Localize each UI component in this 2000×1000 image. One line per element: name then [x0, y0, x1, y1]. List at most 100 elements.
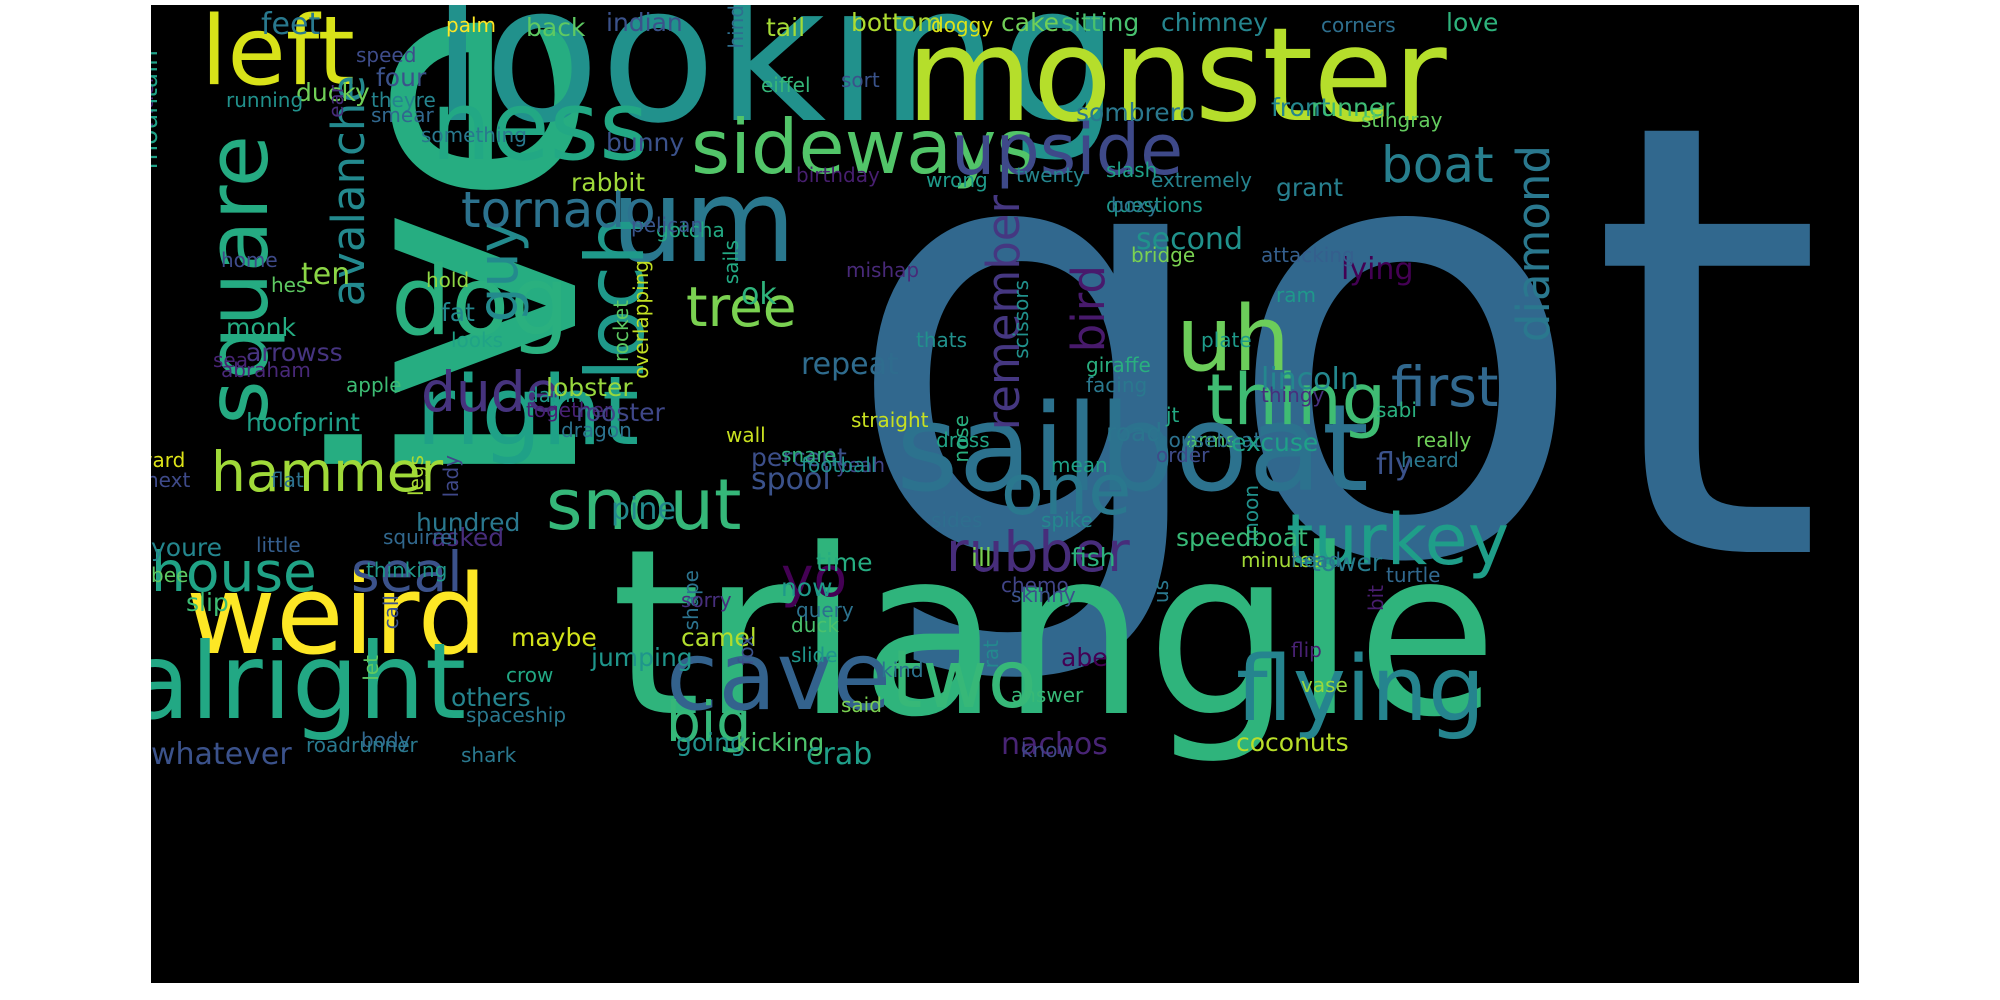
word-squirrel: squirrel	[383, 525, 458, 549]
word-front: front	[1271, 93, 1331, 122]
word-love: love	[1446, 8, 1499, 37]
word-gotcha: gotcha	[656, 218, 725, 242]
word-lobster: lobster	[546, 373, 633, 402]
word-query: query	[796, 598, 854, 622]
word-turkey: turkey	[1286, 499, 1510, 581]
word-legs: legs	[404, 455, 428, 496]
word-hammer: hammer	[211, 440, 444, 504]
word-thingy: thingy	[1261, 383, 1325, 407]
word-facing: facing	[1086, 373, 1148, 397]
word-bunny: bunny	[606, 128, 685, 157]
word-said: said	[841, 693, 882, 717]
word-lying: lying	[1341, 252, 1414, 287]
word-right: right	[416, 357, 640, 467]
word-speed: speed	[356, 43, 417, 67]
word-boxy: boxy	[1111, 193, 1159, 217]
word-spike: spike	[1041, 508, 1093, 532]
word-seal: seal	[351, 540, 463, 604]
word-time: time	[816, 548, 873, 577]
word-thinking: thinking	[366, 558, 448, 582]
word-chimney: chimney	[1161, 8, 1268, 37]
word-flat: flat	[271, 468, 304, 492]
word-dude: dude	[421, 360, 560, 424]
word-house: house	[151, 540, 317, 604]
word-minutes: minutes	[1241, 548, 1322, 572]
word-bridge: bridge	[1131, 243, 1196, 267]
word-ness: ness	[431, 72, 649, 182]
word-looking: looking	[431, 5, 1121, 165]
word-palm: palm	[446, 13, 496, 37]
word-mishap: mishap	[846, 258, 920, 282]
word-call: call	[379, 595, 403, 630]
word-heard: heard	[1401, 448, 1459, 472]
word-rabbit: rabbit	[571, 168, 646, 197]
word-crow: crow	[506, 663, 554, 687]
word-questions: questions	[1106, 193, 1203, 217]
word-fly: fly	[1376, 447, 1413, 482]
word-ear: ear	[324, 85, 348, 118]
word-attacking: attacking	[1261, 243, 1355, 267]
word-hes: hes	[271, 273, 307, 297]
word-one: one	[1001, 449, 1132, 531]
word-theyre: theyre	[371, 88, 436, 112]
word-slip: slip	[186, 588, 229, 617]
word-abraham: abraham	[221, 358, 311, 382]
word-jt: jt	[1166, 403, 1180, 427]
word-straight: straight	[851, 408, 929, 432]
word-sideways: sideways	[691, 103, 1036, 191]
word-ok: ok	[741, 277, 777, 312]
word-second: second	[1136, 222, 1243, 257]
word-sailboat: sailboat	[896, 380, 1369, 519]
word-body: body	[361, 728, 411, 752]
word-sombrero: sombrero	[1076, 98, 1195, 127]
word-back: back	[526, 13, 586, 42]
word-shark: shark	[461, 743, 517, 767]
word-two: two	[891, 633, 1037, 726]
word-plate: plate	[1201, 328, 1252, 352]
word-snout: snout	[546, 464, 742, 546]
word-ram: ram	[1276, 283, 1316, 307]
word-kicking: kicking	[736, 728, 825, 757]
word-runner: runner	[1311, 93, 1395, 122]
word-running: running	[226, 88, 304, 112]
word-sitting: sitting	[1061, 8, 1140, 37]
word-hoofprint: hoofprint	[246, 408, 360, 437]
word-dragon: dragon	[561, 418, 632, 442]
word-roadrunner: roadrunner	[306, 733, 418, 757]
word-maybe: maybe	[511, 623, 597, 652]
word-turtle: turtle	[1386, 563, 1441, 587]
word-speedboat: speedboat	[1176, 523, 1308, 552]
word-sides: sides	[931, 508, 983, 532]
word-hold: hold	[426, 268, 470, 292]
word-ducky: ducky	[296, 78, 370, 107]
word-know: know	[1021, 738, 1074, 762]
word-percent: percent	[751, 443, 847, 472]
word-smear: smear	[371, 103, 434, 127]
word-triangle: triangle	[611, 501, 1498, 768]
word-youre: youre	[151, 533, 223, 562]
word-let: let	[359, 655, 383, 681]
word-dress: dress	[936, 428, 990, 452]
word-alright: alright	[151, 621, 467, 743]
word-ten: ten	[301, 257, 351, 292]
word-lincoln: lincoln	[1261, 362, 1359, 397]
word-giraffe: giraffe	[1086, 353, 1151, 377]
word-really: really	[1416, 428, 1472, 452]
word-asked: asked	[431, 523, 505, 552]
word-nose: nose	[949, 415, 973, 463]
word-skinny: skinny	[1011, 583, 1076, 607]
word-vase: vase	[1301, 673, 1348, 697]
word-extremely: extremely	[1151, 168, 1252, 192]
word-bee: bee	[151, 563, 189, 587]
word-hind: hind	[724, 5, 748, 49]
word-sorry: sorry	[681, 588, 732, 612]
word-arms: arms	[1186, 428, 1237, 452]
word-feet: feet	[261, 7, 321, 42]
word-home: home	[221, 248, 278, 272]
word-first: first	[1391, 355, 1499, 419]
word-nachos: nachos	[1001, 727, 1108, 762]
word-looks: looks	[451, 328, 504, 352]
word-flying: flying	[1236, 637, 1486, 742]
word-uh: uh	[1176, 287, 1291, 392]
word-slide: slide	[791, 643, 838, 667]
